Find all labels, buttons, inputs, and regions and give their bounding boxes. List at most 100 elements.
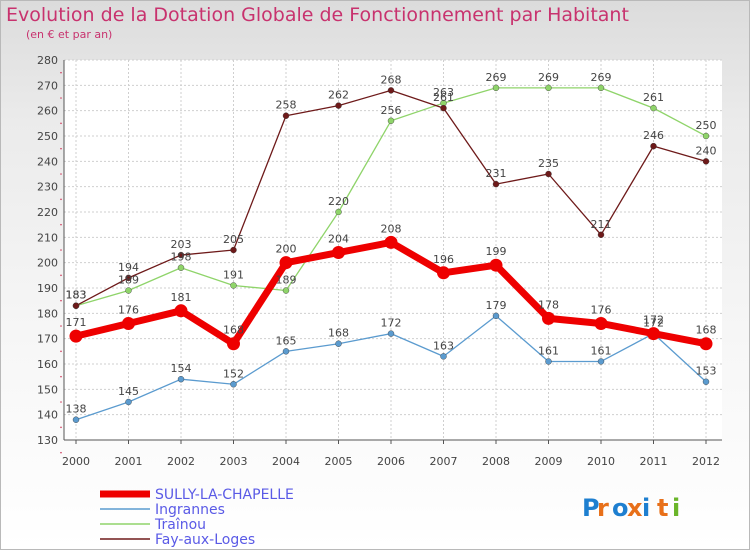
data-label: 262 [328,89,349,102]
data-point [699,337,713,351]
data-label: 198 [171,251,192,264]
y-tick-label: 190 [37,282,58,295]
data-point [282,112,290,119]
data-label: 258 [276,99,297,112]
minor-tick [60,122,62,125]
data-label: 261 [433,91,454,104]
data-point [387,117,395,125]
data-label: 208 [381,222,402,235]
data-label: 194 [118,261,139,274]
x-tick-label: 2007 [430,455,458,468]
data-point [594,316,608,330]
data-label: 256 [381,104,402,117]
plot-area [64,60,722,440]
data-point [387,87,395,94]
x-tick-label: 2004 [272,455,300,468]
data-label: 152 [223,367,244,380]
data-labels: 171 176 181 168 200 204 208 196 199 178 176 172 168 1… [66,71,717,416]
data-point [437,266,450,280]
proxiti-logo: Pr ox i t i [582,494,680,522]
logo-letter: P [582,494,600,522]
minor-tick [60,249,62,251]
data-point [332,246,345,260]
data-label: 153 [696,365,717,378]
y-tick-label: 280 [37,54,58,67]
data-point [489,258,503,272]
series-fay-aux-loges [72,87,710,309]
data-label: 163 [433,339,454,352]
logo-letter: x [627,494,643,522]
x-tick-label: 2003 [220,455,248,468]
data-label: 235 [538,157,559,170]
data-label: 168 [328,327,349,340]
minor-tick [60,350,62,353]
data-point [702,158,710,165]
data-point [545,84,552,92]
data-label: 263 [433,86,454,99]
data-point [125,287,132,294]
x-tick-label: 2011 [640,455,668,468]
data-point [492,180,500,188]
data-label: 269 [486,71,507,84]
legend-label: SULLY-LA-CHAPELLE [155,487,294,503]
data-label: 205 [223,233,244,246]
data-label: 179 [486,299,507,312]
data-point [72,416,80,423]
y-tick-label: 210 [37,231,58,244]
data-point [230,282,237,289]
y-tick-label: 170 [37,333,58,346]
chart-title: Evolution de la Dotation Globale de Fonc… [6,4,629,26]
data-label: 171 [66,316,87,329]
minor-tick [60,375,62,378]
data-point [72,302,80,309]
minor-tick [60,401,62,403]
data-label: 172 [643,317,664,330]
data-point [177,264,185,271]
data-label: 154 [171,362,192,375]
x-tick-label: 2005 [325,455,353,468]
x-tick-label: 2008 [482,455,510,468]
y-tick-label: 150 [37,383,58,396]
data-point [69,329,83,343]
legend-label: Ingrannes [155,502,225,518]
data-label: 172 [643,314,664,327]
data-point [125,274,132,282]
data-point [122,316,135,330]
data-label: 269 [538,71,559,84]
data-label: 250 [696,119,717,132]
data-point [492,312,500,320]
data-label: 172 [381,317,402,330]
x-tick-label: 2006 [377,455,405,468]
y-tick-label: 180 [37,307,58,320]
data-point [542,311,555,325]
minor-tick [60,325,62,327]
data-label: 168 [223,324,244,337]
data-label: 199 [486,245,507,258]
data-label: 231 [486,167,507,180]
data-point [597,84,605,92]
data-label: 240 [696,144,717,157]
data-point [702,378,710,385]
y-tick-label: 240 [37,155,58,168]
data-label: 176 [118,303,139,316]
minor-tick [60,97,62,99]
data-point [125,398,132,406]
data-label: 165 [276,334,297,347]
data-label: 268 [381,73,402,86]
minor-tick [60,426,62,429]
minor-tick [60,299,62,302]
x-tick-label: 2009 [535,455,563,468]
data-label: 178 [538,298,559,311]
data-label: 168 [696,324,717,337]
data-label: 161 [538,344,559,357]
data-label: 145 [118,385,139,398]
series-lines [69,84,713,423]
minor-tick [60,223,62,226]
data-point [440,104,447,112]
data-point [335,208,342,216]
data-point [282,287,290,294]
data-point [384,235,398,249]
y-tick-label: 200 [37,257,58,270]
y-tick-label: 140 [37,409,58,422]
